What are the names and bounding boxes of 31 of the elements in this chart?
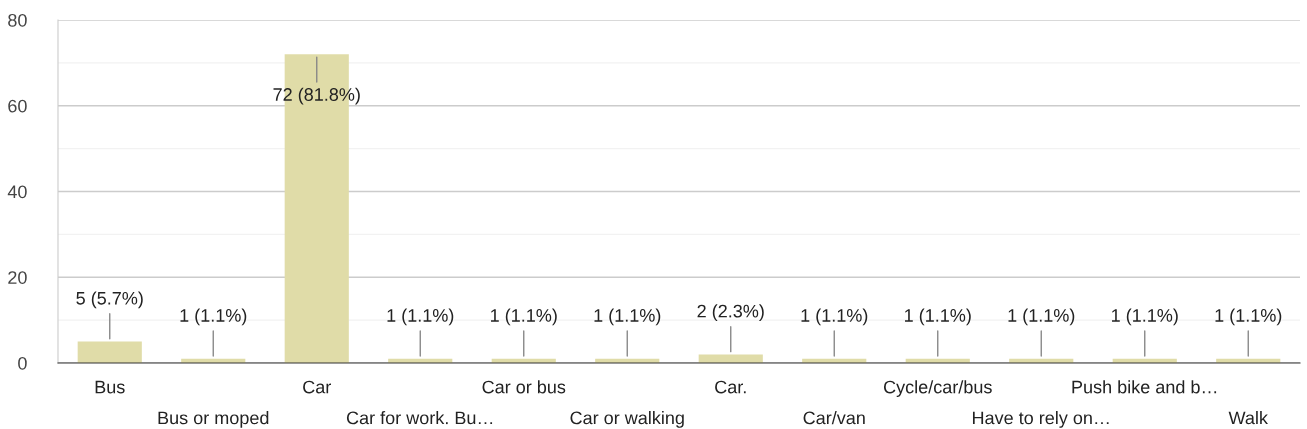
y-tick-label: 80 xyxy=(8,13,27,27)
data-label: 5 (5.7%) xyxy=(76,291,143,309)
y-tick-label: 20 xyxy=(8,271,27,284)
x-tick-label: Car or walking xyxy=(570,411,684,428)
data-label: 1 (1.1%) xyxy=(594,308,661,326)
x-tick-label: Car/van xyxy=(803,411,865,425)
x-tick-label: Car xyxy=(303,380,331,394)
y-tick-label: 60 xyxy=(8,99,27,113)
x-tick-label: Bus xyxy=(95,380,125,394)
data-label: 1 (1.1%) xyxy=(1215,308,1282,326)
data-label: 1 (1.1%) xyxy=(801,308,868,326)
data-label: 1 (1.1%) xyxy=(180,308,247,326)
x-tick-label: Car for work. Bu… xyxy=(346,411,493,425)
x-tick-label: Bus or moped xyxy=(158,411,269,428)
x-tick-label: Car or bus xyxy=(482,380,566,394)
x-tick-label: Cycle/car/bus xyxy=(883,380,992,397)
data-label: 1 (1.1%) xyxy=(1008,308,1075,326)
data-label: 2 (2.3%) xyxy=(697,304,764,322)
data-label: 1 (1.1%) xyxy=(491,308,557,326)
x-tick-label: Car. xyxy=(715,380,746,394)
data-label: 72 (81.8%) xyxy=(273,87,360,105)
x-tick-label: Push bike and b… xyxy=(1072,380,1217,394)
x-tick-label: Walk xyxy=(1228,411,1268,425)
data-label: 1 (1.1%) xyxy=(1112,308,1178,326)
y-tick-label: 0 xyxy=(18,356,27,370)
x-tick-label: Have to rely on… xyxy=(972,411,1109,428)
data-label: 1 (1.1%) xyxy=(387,308,454,326)
bar xyxy=(77,341,142,363)
y-tick-label: 40 xyxy=(7,185,27,199)
data-label: 1 (1.1%) xyxy=(905,308,971,326)
bar xyxy=(698,354,763,363)
